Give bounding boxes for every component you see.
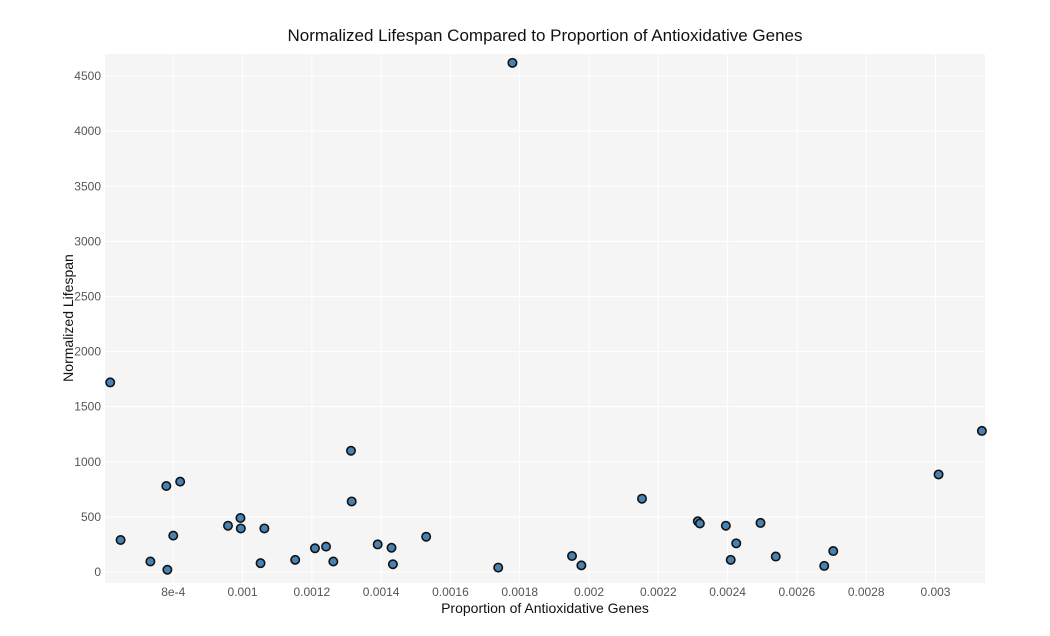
y-tick-label: 3500 [74,179,101,193]
y-tick-label: 2500 [74,289,101,303]
chart-title: Normalized Lifespan Compared to Proporti… [287,26,802,45]
scatter-point[interactable] [175,476,186,487]
y-grid-lines [105,75,985,573]
y-tick-label: 1500 [74,400,101,414]
scatter-point[interactable] [346,496,357,507]
x-tick-label: 0.0026 [779,585,816,599]
data-points [105,57,987,575]
y-tick-label: 4000 [74,124,101,138]
scatter-point[interactable] [161,481,172,492]
scatter-point[interactable] [819,560,830,571]
x-tick-labels: 8e-4 0.001 0.0012 0.0014 0.0016 0.0018 0.002 0.… [161,585,951,599]
scatter-point[interactable] [222,520,233,531]
x-tick-label: 0.0018 [501,585,538,599]
scatter-point[interactable] [720,520,731,531]
scatter-point[interactable] [290,554,301,565]
y-tick-label: 2000 [74,345,101,359]
y-tick-label: 3000 [74,234,101,248]
scatter-point[interactable] [386,542,397,553]
y-tick-label: 0 [94,565,101,579]
scatter-point[interactable] [105,377,116,388]
y-tick-labels: 0 500 1000 1500 2000 2500 3000 3500 4000 4500 [74,69,101,579]
scatter-point[interactable] [145,556,156,567]
scatter-point[interactable] [259,523,270,534]
x-tick-label: 0.003 [920,585,950,599]
scatter-point[interactable] [115,535,126,546]
x-tick-label: 0.001 [228,585,258,599]
scatter-point[interactable] [321,541,332,552]
x-grid-lines [172,54,936,583]
y-tick-label: 4500 [74,69,101,83]
y-tick-label: 1000 [74,455,101,469]
scatter-point[interactable] [755,517,766,528]
scatter-point[interactable] [168,530,179,541]
scatter-point[interactable] [309,543,320,554]
x-tick-label: 0.0028 [848,585,885,599]
x-tick-label: 0.0014 [363,585,400,599]
scatter-point[interactable] [328,556,339,567]
scatter-point[interactable] [162,564,173,575]
scatter-point[interactable] [694,518,705,529]
x-tick-label: 0.0012 [293,585,330,599]
scatter-point[interactable] [235,523,246,534]
scatter-point[interactable] [507,57,518,68]
scatter-point[interactable] [637,493,648,504]
x-tick-label: 0.002 [574,585,604,599]
x-axis-label: Proportion of Antioxidative Genes [441,600,649,616]
y-axis-label: Normalized Lifespan [60,254,76,382]
scatter-point[interactable] [421,531,432,542]
scatter-point[interactable] [725,554,736,565]
scatter-point[interactable] [387,559,398,570]
x-tick-label: 0.0024 [709,585,746,599]
scatter-point[interactable] [976,425,987,436]
scatter-point[interactable] [493,562,504,573]
plot-panel [105,54,985,583]
scatter-point[interactable] [731,538,742,549]
scatter-point[interactable] [372,539,383,550]
scatter-point[interactable] [576,560,587,571]
x-tick-label: 0.0016 [432,585,469,599]
scatter-point[interactable] [828,546,839,557]
x-tick-label: 8e-4 [161,585,185,599]
x-tick-label: 0.0022 [640,585,677,599]
scatter-point[interactable] [770,551,781,562]
scatter-point[interactable] [345,445,356,456]
y-tick-label: 500 [81,510,101,524]
scatter-point[interactable] [933,469,944,480]
scatter-point[interactable] [567,550,578,561]
scatter-point[interactable] [255,558,266,569]
scatter-point[interactable] [235,512,246,523]
